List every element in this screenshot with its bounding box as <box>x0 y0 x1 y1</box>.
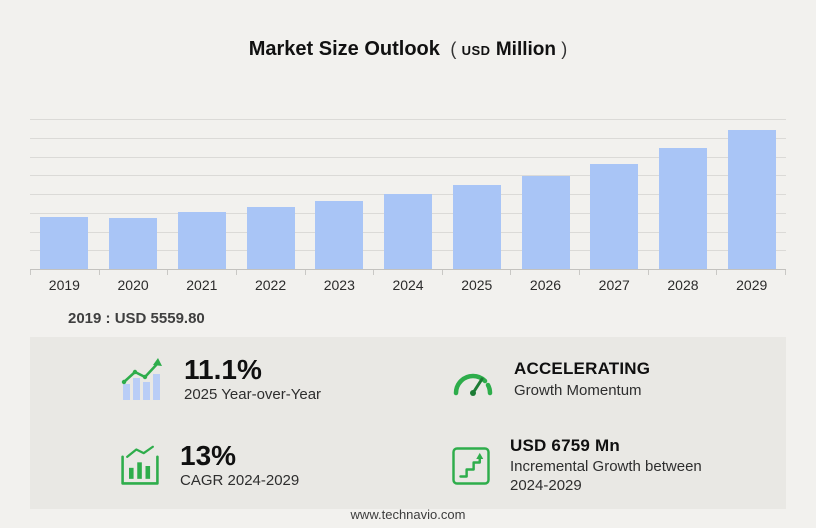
x-axis-line <box>30 269 786 270</box>
bar-slot <box>236 120 305 270</box>
x-axis-label: 2027 <box>598 277 630 293</box>
chart-title: Market Size Outlook ( USD Million ) <box>0 38 816 61</box>
stat-yoy: 11.1% 2025 Year-over-Year <box>30 337 408 423</box>
x-axis-tick <box>580 270 649 275</box>
bar <box>590 163 639 270</box>
bar-slot <box>649 120 718 270</box>
bar <box>658 147 707 270</box>
x-axis-tick <box>30 270 100 275</box>
bar <box>109 218 158 270</box>
bar-slot <box>30 120 99 270</box>
bar-slot <box>374 120 443 270</box>
cagr-chart-icon <box>118 444 162 488</box>
bar-slot <box>580 120 649 270</box>
x-axis-label: 2020 <box>117 277 149 293</box>
x-axis-label: 2022 <box>254 277 287 293</box>
x-axis-tick <box>100 270 169 275</box>
chart-title-unit: ( USD Million ) <box>450 39 567 60</box>
x-axis-tick <box>374 270 443 275</box>
bar <box>452 185 501 270</box>
unit-usd: USD <box>461 43 491 58</box>
stat-momentum: ACCELERATING Growth Momentum <box>408 337 786 423</box>
gridline <box>30 119 786 120</box>
x-axis-tick <box>237 270 306 275</box>
bar-group <box>30 120 786 270</box>
yoy-value: 11.1% <box>184 353 262 385</box>
bar <box>40 217 89 270</box>
paren-close: ) <box>561 39 568 59</box>
footer-url: www.technavio.com <box>350 507 466 522</box>
x-axis-tick <box>649 270 718 275</box>
bar-slot <box>442 120 511 270</box>
cagr-value: 13% <box>180 439 237 471</box>
bar-growth-icon <box>118 356 166 404</box>
stat-cagr: 13% CAGR 2024-2029 <box>30 423 408 509</box>
paren-open: ( <box>450 39 457 59</box>
x-axis-label: 2028 <box>667 277 699 293</box>
bar-slot <box>167 120 236 270</box>
bar-chart <box>30 119 786 270</box>
stats-panel: 11.1% 2025 Year-over-Year ACCELERATING G… <box>30 337 786 509</box>
gridline <box>30 175 786 177</box>
chart-title-text: Market Size Outlook <box>248 38 440 60</box>
x-axis-tick <box>443 270 512 275</box>
x-axis-label: 2029 <box>736 277 768 293</box>
x-axis-tick <box>511 270 581 275</box>
x-axis-ticks <box>30 270 787 275</box>
incremental-growth-icon <box>450 445 492 487</box>
bar <box>727 129 776 270</box>
x-axis-label: 2023 <box>323 277 355 293</box>
incremental-value: USD 6759 Mn <box>510 436 620 456</box>
x-axis-label: 2019 <box>48 277 80 293</box>
incremental-label: Incremental Growth between 2024-2029 <box>510 458 702 495</box>
bar <box>315 200 364 270</box>
x-axis-label: 2026 <box>529 277 562 293</box>
x-axis-tick <box>168 270 237 275</box>
gridline <box>30 137 786 139</box>
stat-incremental: USD 6759 Mn Incremental Growth between 2… <box>408 423 786 509</box>
cagr-label: CAGR 2024-2029 <box>180 472 300 490</box>
momentum-value: ACCELERATING <box>514 359 651 379</box>
unit-million: Million <box>495 39 556 60</box>
bar <box>384 193 433 270</box>
bar-slot <box>511 120 580 270</box>
momentum-label: Growth Momentum <box>514 381 642 399</box>
x-axis-tick <box>306 270 375 275</box>
gridline <box>30 156 786 158</box>
x-axis-label: 2024 <box>392 277 424 293</box>
bar-slot <box>99 120 168 270</box>
yoy-label: 2025 Year-over-Year <box>184 386 322 404</box>
speedometer-icon <box>450 361 496 399</box>
bar-slot <box>717 120 786 270</box>
bar <box>521 175 570 270</box>
base-year-annotation: 2019 : USD 5559.80 <box>68 310 205 327</box>
x-axis-tick <box>717 270 787 275</box>
bar-slot <box>305 120 374 270</box>
bar <box>246 207 295 270</box>
x-axis-labels: 2019 2020 2021 2022 2023 2024 2025 2026 2027 2028… <box>30 277 786 293</box>
x-axis-label: 2021 <box>186 277 218 293</box>
x-axis-label: 2025 <box>461 277 493 293</box>
bar <box>177 212 226 270</box>
